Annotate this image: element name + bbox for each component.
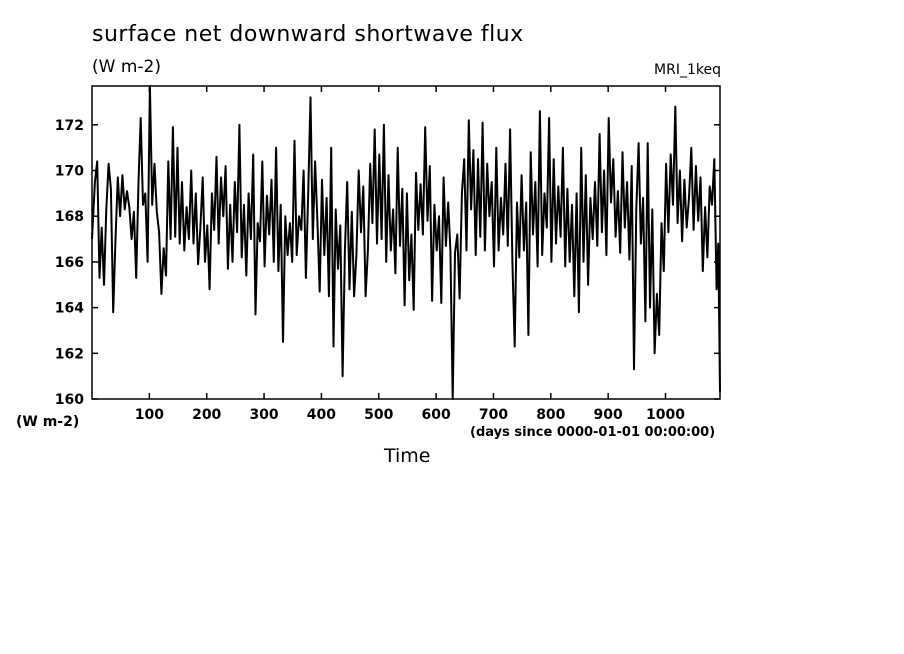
x-tick-label: 900 bbox=[594, 407, 623, 423]
x-tick-label: 300 bbox=[249, 407, 278, 423]
x-tick-label: 500 bbox=[364, 407, 393, 423]
y-tick-label: 164 bbox=[55, 301, 84, 317]
y-axis-units: (W m-2) bbox=[16, 414, 80, 430]
chart-title: surface net downward shortwave flux bbox=[92, 22, 524, 47]
dataset-label: MRI_1keq bbox=[654, 62, 721, 78]
y-tick-label: 166 bbox=[55, 255, 84, 271]
x-tick-label: 600 bbox=[421, 407, 450, 423]
x-axis-units: (days since 0000-01-01 00:00:00) bbox=[470, 425, 716, 440]
x-tick-label: 400 bbox=[307, 407, 336, 423]
plot-frame bbox=[91, 85, 721, 400]
x-tick-label: 1000 bbox=[646, 407, 685, 423]
x-tick-label: 800 bbox=[536, 407, 565, 423]
x-tick-label: 100 bbox=[135, 407, 164, 423]
y-tick-label: 162 bbox=[55, 346, 84, 362]
x-tick-label: 200 bbox=[192, 407, 221, 423]
y-tick-label: 160 bbox=[55, 392, 84, 408]
x-tick-label: 700 bbox=[479, 407, 508, 423]
y-tick-label: 168 bbox=[55, 209, 84, 225]
y-tick-label: 172 bbox=[55, 118, 84, 134]
series-line-0 bbox=[91, 85, 721, 400]
chart-units: (W m-2) bbox=[92, 57, 161, 77]
y-tick-label: 170 bbox=[55, 164, 84, 180]
x-axis-label: Time bbox=[384, 445, 431, 467]
